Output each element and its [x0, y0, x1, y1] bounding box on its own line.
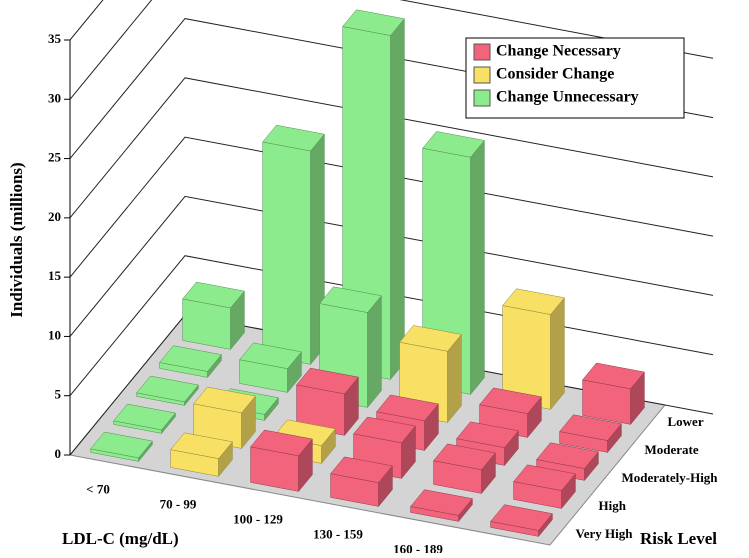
depth-tick-label: Moderate	[645, 442, 699, 457]
bar-top	[330, 456, 393, 483]
bar-side	[367, 295, 382, 409]
y-tick-label: 20	[48, 209, 61, 224]
bar-top	[410, 489, 473, 516]
bar-top	[296, 367, 359, 395]
depth-axis-label: Risk Level	[640, 529, 717, 548]
x-tick-label: < 70	[86, 481, 110, 496]
legend-swatch	[473, 89, 491, 107]
bar-top	[170, 432, 233, 459]
y-tick-label: 35	[48, 31, 62, 46]
bar-top	[193, 386, 256, 414]
legend-swatch	[473, 43, 491, 61]
bar-top	[159, 345, 222, 372]
bar-top	[502, 288, 565, 315]
bar-top	[353, 416, 416, 444]
legend-label: Change Necessary	[496, 43, 621, 60]
depth-tick-label: Very High	[576, 526, 634, 541]
legend-label: Change Unnecessary	[496, 89, 639, 106]
bar-top	[490, 504, 553, 531]
grid-line	[69, 136, 714, 278]
x-tick-label: 130 - 159	[313, 526, 363, 541]
bar-top	[559, 414, 622, 441]
bar-top	[319, 286, 382, 313]
bar-top	[399, 325, 462, 352]
y-tick-label: 5	[55, 387, 62, 402]
y-tick-label: 30	[48, 90, 61, 105]
x-tick-label: 160 - 189	[393, 541, 443, 553]
bar-top	[136, 375, 199, 403]
x-tick-label: 70 - 99	[160, 496, 197, 511]
x-axis-label: LDL-C (mg/dL)	[62, 529, 179, 548]
y-tick-label: 0	[55, 446, 62, 461]
x-tick-label: 100 - 129	[233, 511, 283, 526]
legend-box	[465, 37, 685, 119]
bar-top	[262, 124, 325, 152]
bar-front	[262, 141, 311, 365]
y-tick-label: 10	[48, 327, 61, 342]
bar-top	[376, 394, 439, 422]
bar-side	[470, 139, 485, 396]
bar-top	[422, 131, 485, 158]
y-tick-label: 25	[48, 150, 62, 165]
bar-top	[90, 431, 153, 459]
bar-top	[536, 442, 599, 469]
bar-top	[239, 342, 302, 369]
bar-top	[433, 443, 496, 470]
bar-top	[513, 464, 576, 491]
bar-top	[479, 387, 542, 414]
grid-line	[69, 0, 714, 100]
y-tick-label: 15	[48, 268, 62, 283]
depth-tick-label: High	[599, 498, 627, 513]
bar-top	[582, 362, 645, 390]
y-axis-label: Individuals (millions)	[7, 162, 26, 317]
grid-line	[69, 77, 714, 219]
legend-swatch	[473, 66, 491, 84]
bar-side	[390, 18, 405, 381]
bar-top	[250, 429, 313, 457]
depth-tick-label: Lower	[668, 414, 704, 429]
bar-top	[182, 281, 245, 309]
depth-tick-label: Moderately-High	[622, 470, 719, 485]
bar-side	[550, 297, 565, 411]
legend-label: Consider Change	[496, 66, 614, 83]
bar-top	[342, 9, 405, 36]
grid-line	[69, 195, 714, 337]
bar-top	[113, 403, 176, 431]
bar-top	[456, 421, 519, 448]
